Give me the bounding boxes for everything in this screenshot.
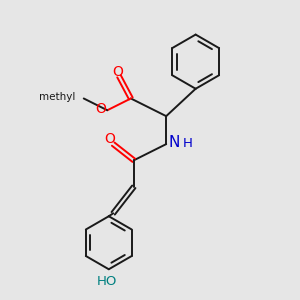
Text: O: O <box>112 65 123 79</box>
Text: H: H <box>183 137 193 150</box>
Text: methyl: methyl <box>39 92 76 102</box>
Text: O: O <box>95 102 106 116</box>
Text: O: O <box>104 132 115 146</box>
Text: HO: HO <box>97 275 118 288</box>
Text: N: N <box>169 135 180 150</box>
